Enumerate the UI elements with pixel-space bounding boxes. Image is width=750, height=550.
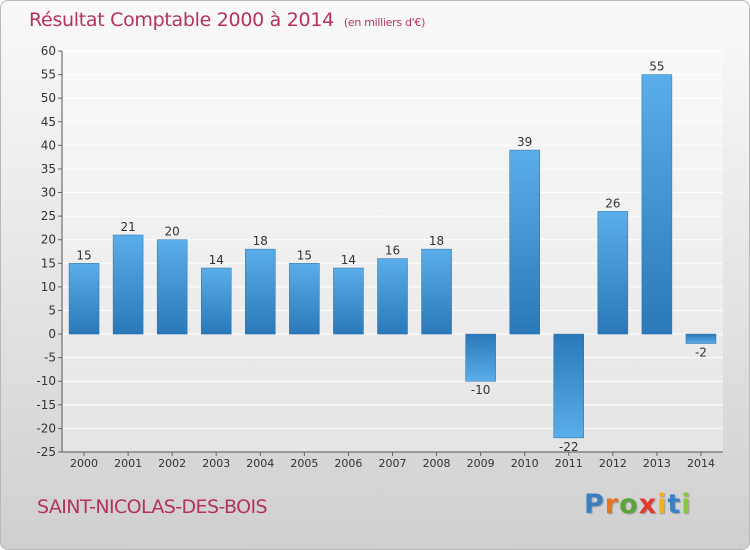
y-tick-label: 15 bbox=[41, 256, 56, 270]
bar bbox=[685, 333, 717, 344]
data-label: 18 bbox=[253, 234, 268, 248]
x-tick-label: 2002 bbox=[158, 457, 186, 470]
y-tick-label: 10 bbox=[41, 280, 56, 294]
bar bbox=[641, 74, 673, 335]
proxiti-logo: Proxiti bbox=[584, 489, 692, 520]
data-label: -2 bbox=[695, 345, 707, 359]
data-label: 16 bbox=[385, 244, 400, 258]
x-tick-label: 2004 bbox=[246, 457, 274, 470]
y-tick-label: -10 bbox=[36, 374, 56, 388]
bar bbox=[377, 258, 408, 335]
x-tick-label: 2014 bbox=[687, 457, 715, 470]
x-tick-label: 2009 bbox=[467, 457, 495, 470]
y-tick-label: 50 bbox=[41, 91, 56, 105]
bar bbox=[597, 211, 629, 335]
bar bbox=[553, 333, 585, 439]
y-tick-label: 45 bbox=[41, 115, 56, 129]
x-tick-label: 2003 bbox=[202, 457, 230, 470]
data-label: 15 bbox=[297, 248, 312, 262]
x-tick-label: 2007 bbox=[379, 457, 407, 470]
data-label: 55 bbox=[649, 60, 664, 74]
data-label: -10 bbox=[471, 383, 491, 397]
x-tick-label: 2005 bbox=[290, 457, 318, 470]
data-label: 20 bbox=[165, 225, 180, 239]
bar bbox=[200, 267, 232, 335]
logo-letter: t bbox=[667, 489, 682, 520]
logo-letter: i bbox=[681, 489, 692, 520]
logo-letter: i bbox=[657, 489, 668, 520]
bar bbox=[465, 333, 496, 382]
logo-letter: P bbox=[584, 489, 605, 520]
y-tick-label: 55 bbox=[41, 68, 56, 82]
commune-name: SAINT-NICOLAS-DES-BOIS bbox=[37, 496, 268, 518]
bar bbox=[421, 248, 452, 335]
chart-title-text: Résultat Comptable 2000 à 2014 bbox=[29, 9, 334, 31]
logo-letter: x bbox=[638, 489, 658, 520]
y-tick-label: -20 bbox=[36, 421, 56, 435]
y-tick-label: 35 bbox=[41, 162, 56, 176]
logo-letter: o bbox=[619, 489, 639, 520]
y-tick-label: -15 bbox=[36, 398, 56, 412]
y-tick-label: 40 bbox=[41, 138, 56, 152]
y-tick-label: 5 bbox=[48, 303, 56, 317]
bar bbox=[333, 267, 364, 335]
y-tick-label: 20 bbox=[41, 233, 56, 247]
data-label: 15 bbox=[76, 248, 91, 262]
x-tick-label: 2013 bbox=[643, 457, 671, 470]
data-label: 26 bbox=[605, 196, 620, 210]
x-tick-label: 2006 bbox=[334, 457, 362, 470]
x-tick-label: 2010 bbox=[511, 457, 539, 470]
y-tick-label: 25 bbox=[41, 209, 56, 223]
data-label: 14 bbox=[209, 253, 224, 267]
bar bbox=[68, 263, 100, 335]
x-tick-label: 2000 bbox=[70, 457, 98, 470]
x-tick-label: 2011 bbox=[555, 457, 583, 470]
y-tick-label: 60 bbox=[41, 44, 56, 58]
bar bbox=[245, 248, 276, 335]
data-label: 21 bbox=[120, 220, 135, 234]
data-label: 39 bbox=[517, 135, 532, 149]
x-tick-label: 2012 bbox=[599, 457, 627, 470]
bar bbox=[289, 263, 320, 335]
y-tick-label: 30 bbox=[41, 186, 56, 200]
data-label: 14 bbox=[341, 253, 356, 267]
y-tick-label: -25 bbox=[36, 445, 56, 459]
data-label: 18 bbox=[429, 234, 444, 248]
y-tick-label: -5 bbox=[44, 351, 56, 365]
x-tick-label: 2008 bbox=[423, 457, 451, 470]
chart-title: Résultat Comptable 2000 à 2014 (en millie… bbox=[29, 9, 425, 31]
logo-letter: r bbox=[604, 489, 620, 520]
data-label: -22 bbox=[559, 440, 579, 454]
bar bbox=[112, 234, 144, 335]
bar bbox=[156, 239, 188, 335]
chart-subtitle: (en milliers d'€) bbox=[343, 16, 426, 29]
y-tick-label: 0 bbox=[48, 327, 56, 341]
bar bbox=[509, 149, 540, 335]
x-tick-label: 2001 bbox=[114, 457, 142, 470]
